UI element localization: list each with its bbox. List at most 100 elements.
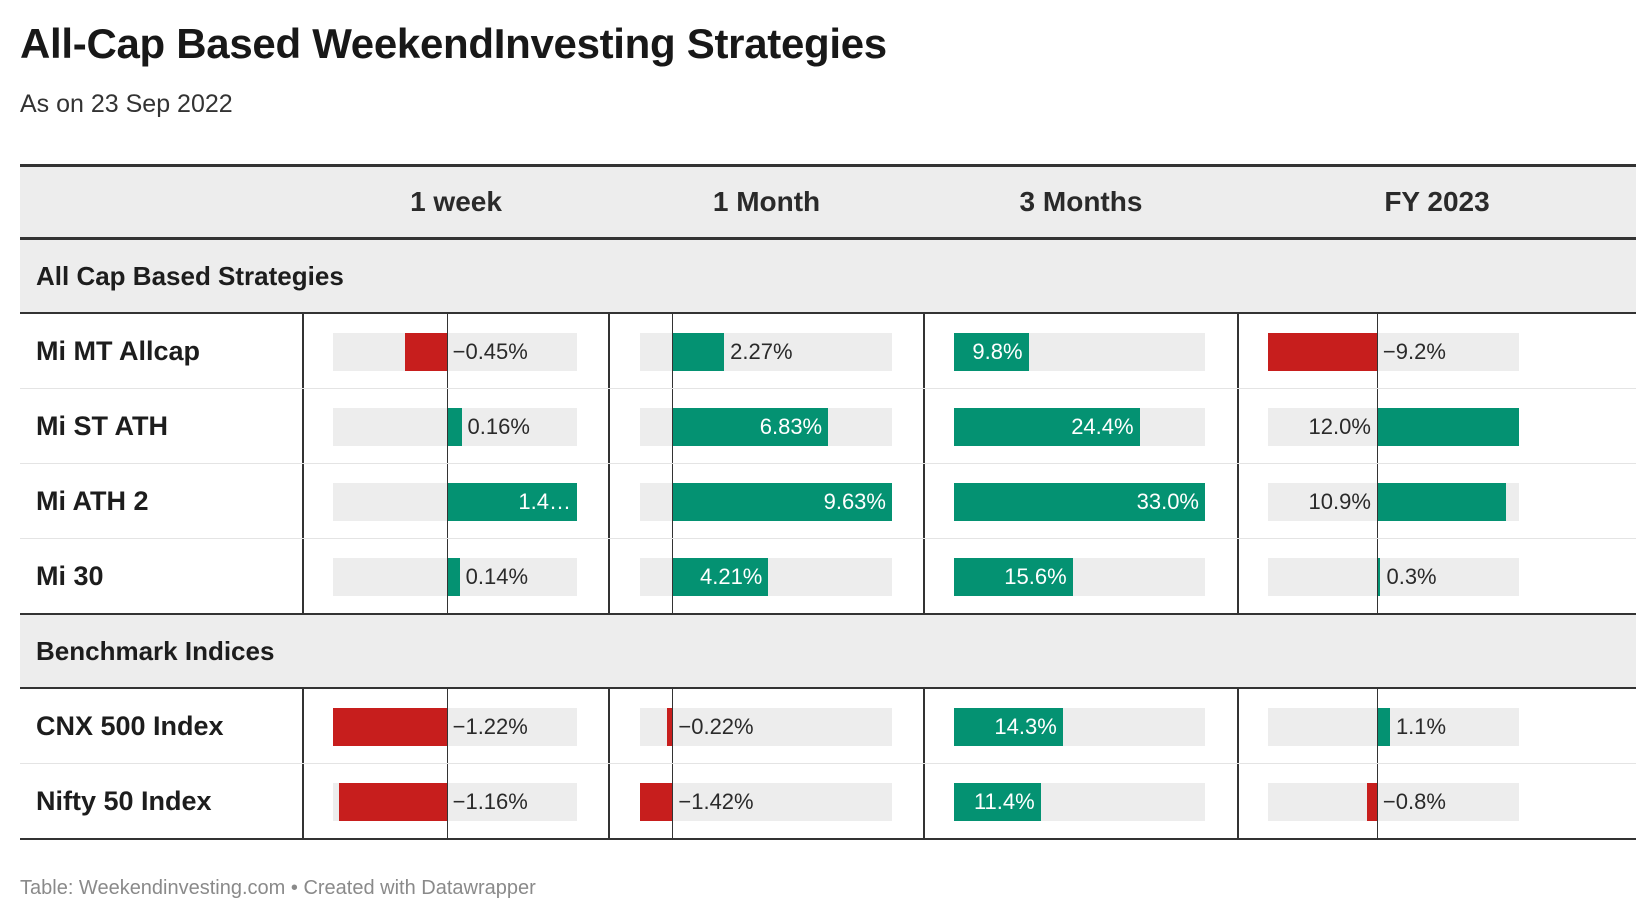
value-label: 1.1%: [1395, 714, 1447, 739]
bar-track: [1268, 783, 1519, 821]
group-header: All Cap Based Strategies: [20, 240, 1636, 314]
value-label: 10.9%: [1308, 489, 1371, 514]
value-label: −1.42%: [678, 789, 754, 814]
column-header-3-months[interactable]: 3 Months: [1019, 186, 1143, 217]
row-label: Nifty 50 Index: [36, 786, 212, 816]
row-label: Mi ST ATH: [36, 411, 168, 441]
zero-line: [446, 464, 448, 538]
bar-track: [640, 708, 892, 746]
value-bar: [446, 558, 460, 596]
column-separator: [302, 389, 304, 463]
value-bar: [333, 708, 447, 746]
column-separator: [1237, 464, 1239, 538]
value-label: 24.4%: [1071, 414, 1134, 439]
zero-line: [1376, 539, 1378, 613]
zero-line: [1376, 314, 1378, 388]
column-separator: [608, 464, 610, 538]
column-header-1-month[interactable]: 1 Month: [712, 186, 821, 217]
value-bar: [640, 783, 673, 821]
column-separator: [923, 689, 925, 763]
column-separator: [302, 689, 304, 763]
table-footer: Table: Weekendinvesting.com • Created wi…: [20, 877, 536, 899]
column-header-fy-2023[interactable]: FY 2023: [1384, 186, 1490, 217]
table-row: CNX 500 Index −1.22% −0.22% 14.3% 1.1%: [20, 689, 1636, 764]
value-bar: [1376, 708, 1390, 746]
table-row: Mi 30 0.14% 4.21% 15.6% 0.3%: [20, 539, 1636, 615]
value-bar: [667, 708, 673, 746]
value-bar: [954, 408, 1140, 446]
column-separator: [608, 389, 610, 463]
zero-line: [1376, 764, 1378, 838]
column-separator: [302, 314, 304, 388]
column-header-1-week[interactable]: 1 week: [410, 186, 502, 217]
value-bar: [1367, 783, 1377, 821]
column-separator: [923, 314, 925, 388]
value-label: 15.6%: [1004, 564, 1067, 589]
column-separator: [923, 764, 925, 838]
group-header: Benchmark Indices: [20, 615, 1636, 689]
value-label: 0.16%: [467, 414, 530, 439]
column-separator: [608, 689, 610, 763]
column-separator: [302, 764, 304, 838]
zero-line: [672, 764, 674, 838]
value-label: 6.83%: [759, 414, 823, 439]
chart-title: All-Cap Based WeekendInvesting Strategie…: [20, 20, 887, 67]
value-bar: [338, 783, 447, 821]
value-bar: [446, 408, 462, 446]
value-label: −0.45%: [452, 339, 528, 364]
value-label: 14.3%: [994, 714, 1057, 739]
column-separator: [1237, 764, 1239, 838]
row-label: Mi ATH 2: [36, 486, 149, 516]
value-label: 12.0%: [1308, 414, 1371, 439]
column-separator: [608, 764, 610, 838]
value-bar: [954, 483, 1205, 521]
value-label: 33.0%: [1136, 489, 1199, 514]
value-label: 0.14%: [465, 564, 529, 589]
value-bar: [404, 333, 447, 371]
value-bar: [954, 558, 1073, 596]
zero-line: [446, 539, 448, 613]
row-label: CNX 500 Index: [36, 711, 224, 741]
value-label: 0.3%: [1386, 564, 1437, 589]
zero-line: [672, 389, 674, 463]
column-separator: [1237, 689, 1239, 763]
value-bar: [446, 483, 577, 521]
zero-line: [672, 314, 674, 388]
column-separator: [923, 389, 925, 463]
zero-line: [446, 764, 448, 838]
table-row: Nifty 50 Index −1.16% −1.42% 11.4% −0.8%: [20, 764, 1636, 840]
chart-subtitle: As on 23 Sep 2022: [20, 90, 233, 118]
group-label: All Cap Based Strategies: [36, 261, 344, 291]
column-separator: [302, 539, 304, 613]
column-separator: [923, 464, 925, 538]
value-label: 9.8%: [972, 339, 1023, 364]
column-separator: [302, 464, 304, 538]
zero-line: [446, 389, 448, 463]
value-label: 2.27%: [730, 339, 793, 364]
zero-line: [446, 689, 448, 763]
table-header: 1 week 1 Month 3 Months FY 2023: [20, 164, 1636, 240]
zero-line: [672, 464, 674, 538]
value-bar: [672, 333, 725, 371]
value-label: −1.16%: [452, 789, 528, 814]
value-bar: [954, 708, 1063, 746]
column-separator: [608, 314, 610, 388]
value-bar: [954, 783, 1041, 821]
data-table: 1 week 1 Month 3 Months FY 2023 All Cap …: [20, 164, 1636, 840]
group-label: Benchmark Indices: [36, 636, 275, 666]
value-bar: [1376, 408, 1519, 446]
zero-line: [446, 314, 448, 388]
value-bar: [1268, 333, 1377, 371]
zero-line: [672, 689, 674, 763]
table-row: Mi ATH 2 1.4… 9.63% 33.0% 10.9%: [20, 464, 1636, 539]
value-bar: [672, 483, 892, 521]
value-label: −0.22%: [678, 714, 754, 739]
row-label: Mi MT Allcap: [36, 336, 201, 366]
value-label: −1.22%: [452, 714, 528, 739]
bar-track: [333, 333, 577, 371]
value-label: 1.4…: [518, 489, 571, 514]
value-label: 11.4%: [973, 789, 1035, 814]
value-label: 4.21%: [699, 564, 763, 589]
row-label: Mi 30: [36, 561, 104, 591]
zero-line: [1376, 389, 1378, 463]
